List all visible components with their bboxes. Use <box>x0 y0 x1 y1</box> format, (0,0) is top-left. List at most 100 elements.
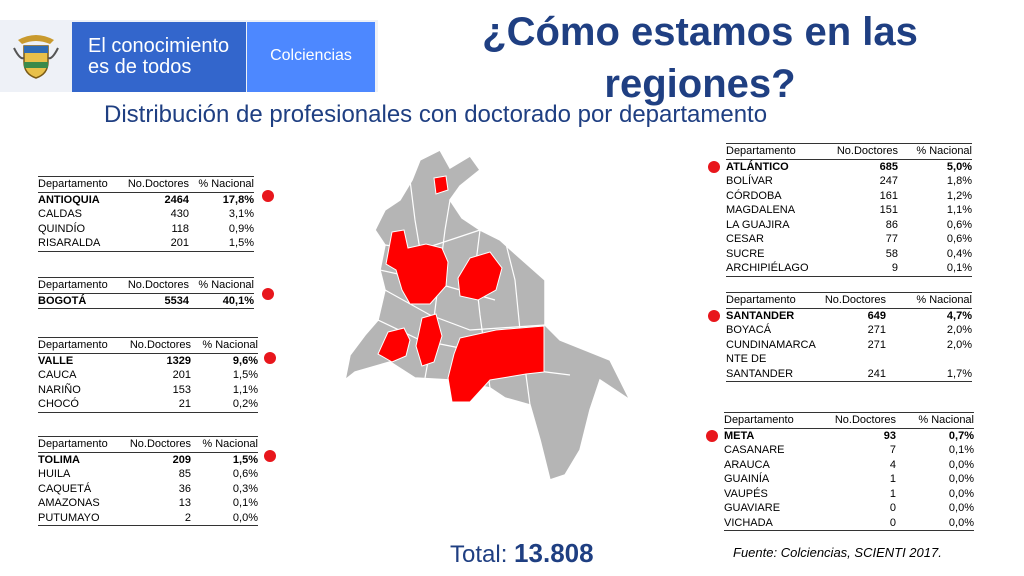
table-row: VICHADA 0 0,0% <box>724 516 974 531</box>
table-row: ATLÁNTICO 685 5,0% <box>726 160 972 175</box>
table-row: CALDAS 430 3,1% <box>38 207 254 222</box>
cell-national: 2,0% <box>946 338 972 351</box>
coat-of-arms-icon <box>13 35 59 79</box>
cell-dept: LA GUAJIRA <box>726 218 790 231</box>
col-doctors-header: No.Doctores <box>127 279 189 291</box>
table-row: GUAVIARE 0 0,0% <box>724 501 974 516</box>
cell-national: 1,8% <box>946 175 972 187</box>
table-body: SANTANDER 649 4,7% BOYACÁ 271 2,0% CUNDINAMARC… <box>726 309 972 382</box>
cell-dept: VAUPÉS <box>724 487 768 500</box>
cell-national: 5,0% <box>946 160 972 173</box>
table-row: TOLIMA 209 1,5% <box>38 453 258 468</box>
cell-doctors: 247 <box>879 175 898 187</box>
table-row: BOLÍVAR 247 1,8% <box>726 174 972 189</box>
table-row: CÓRDOBA 161 1,2% <box>726 189 972 204</box>
col-dept-header: Departamento <box>38 438 108 450</box>
table-header: Departamento No.Doctores % Nacional <box>726 292 972 309</box>
cell-doctors <box>816 352 886 367</box>
cell-doctors: 9 <box>891 262 898 274</box>
cell-national: 0,0% <box>948 473 974 485</box>
col-doctors-header: No.Doctores <box>127 178 189 190</box>
cell-national: 1,2% <box>946 189 972 202</box>
cell-national: 3,1% <box>228 208 254 220</box>
col-doctors-header: No.Doctores <box>129 339 191 351</box>
table-row: NTE DE <box>726 352 972 367</box>
cell-dept: ARCHIPIÉLAGO <box>726 262 809 274</box>
table-bogota: Departamento No.Doctores % Nacional BOGO… <box>38 277 254 309</box>
cell-doctors: 1 <box>889 487 896 500</box>
table-row: CASANARE 7 0,1% <box>724 443 974 458</box>
col-dept-header: Departamento <box>38 339 108 351</box>
table-santander: Departamento No.Doctores % Nacional SANT… <box>726 292 972 382</box>
table-row: AMAZONAS 13 0,1% <box>38 496 258 511</box>
cell-doctors: 5534 <box>164 294 189 307</box>
table-row: QUINDÍO 118 0,9% <box>38 222 254 237</box>
table-header: Departamento No.Doctores % Nacional <box>38 277 254 294</box>
table-header: Departamento No.Doctores % Nacional <box>724 412 974 429</box>
table-body: BOGOTÁ 5534 40,1% <box>38 294 254 309</box>
table-row: META 93 0,7% <box>724 429 974 444</box>
table-row: CESAR 77 0,6% <box>726 232 972 247</box>
table-header: Departamento No.Doctores % Nacional <box>726 143 972 160</box>
map-tolima <box>415 313 443 367</box>
cell-dept: CALDAS <box>38 208 83 220</box>
cell-national: 1,1% <box>232 383 258 396</box>
cell-dept: MAGDALENA <box>726 204 796 216</box>
cell-doctors: 161 <box>879 189 898 202</box>
cell-doctors: 86 <box>885 218 898 231</box>
agency-name: Colciencias <box>270 47 352 64</box>
map-meta <box>447 325 545 403</box>
col-dept-header: Departamento <box>38 279 108 291</box>
cell-doctors: 430 <box>170 208 189 220</box>
col-national-header: % Nacional <box>916 294 972 306</box>
col-doctors-header: No.Doctores <box>824 294 886 306</box>
motto-box: El conocimiento es de todos <box>72 22 246 92</box>
cell-dept: RISARALDA <box>38 237 101 249</box>
table-row: CAQUETÁ 36 0,3% <box>38 482 258 497</box>
cell-national: 0,0% <box>948 458 974 471</box>
table-antioquia: Departamento No.Doctores % Nacional ANTI… <box>38 176 254 252</box>
col-national-header: % Nacional <box>916 145 972 157</box>
page-title: ¿Cómo estamos en las regiones? <box>482 10 918 106</box>
table-row: CUNDINAMARCA 271 2,0% <box>726 338 972 353</box>
table-body: TOLIMA 209 1,5% HUILA 85 0,6% CAQUETÁ 36 0,3% AMA… <box>38 453 258 526</box>
col-national-header: % Nacional <box>202 438 258 450</box>
cell-dept: SANTANDER <box>726 367 794 380</box>
cell-dept: CAUCA <box>38 369 77 381</box>
table-row: ANTIOQUIA 2464 17,8% <box>38 193 254 208</box>
cell-doctors: 118 <box>171 222 189 235</box>
cell-national: 0,7% <box>948 429 974 442</box>
cell-dept: CESAR <box>726 233 764 245</box>
table-row: ARCHIPIÉLAGO 9 0,1% <box>726 261 972 277</box>
table-row: SUCRE 58 0,4% <box>726 247 972 262</box>
cell-dept: VICHADA <box>724 516 773 529</box>
cell-dept: VALLE <box>38 354 74 367</box>
cell-national: 17,8% <box>222 193 254 206</box>
table-row: NARIÑO 153 1,1% <box>38 383 258 398</box>
cell-national: 0,1% <box>946 262 972 274</box>
map-valle <box>377 327 411 363</box>
cell-national: 0,0% <box>948 502 974 514</box>
table-row: GUAINÍA 1 0,0% <box>724 472 974 487</box>
table-row: SANTANDER 241 1,7% <box>726 367 972 382</box>
table-row: MAGDALENA 151 1,1% <box>726 203 972 218</box>
table-meta: Departamento No.Doctores % Nacional META… <box>724 412 974 531</box>
map-santander <box>457 251 503 301</box>
cell-doctors: 271 <box>867 338 886 351</box>
table-row: BOYACÁ 271 2,0% <box>726 323 972 338</box>
cell-doctors: 685 <box>879 160 898 173</box>
cell-doctors: 241 <box>867 367 886 380</box>
cell-national: 1,5% <box>232 453 258 466</box>
cell-doctors: 209 <box>172 453 191 466</box>
cell-doctors: 4 <box>889 458 896 471</box>
page-subtitle: Distribución de profesionales con doctor… <box>104 101 768 128</box>
cell-national: 1,5% <box>232 369 258 381</box>
cell-national: 0,6% <box>232 468 258 480</box>
col-national-header: % Nacional <box>918 414 974 426</box>
table-row: CAUCA 201 1,5% <box>38 368 258 383</box>
cell-dept: META <box>724 429 755 442</box>
cell-national: 0,1% <box>948 444 974 456</box>
cell-dept: GUAINÍA <box>724 473 770 485</box>
table-row: RISARALDA 201 1,5% <box>38 236 254 252</box>
table-body: ATLÁNTICO 685 5,0% BOLÍVAR 247 1,8% CÓRDOBA 161… <box>726 160 972 277</box>
